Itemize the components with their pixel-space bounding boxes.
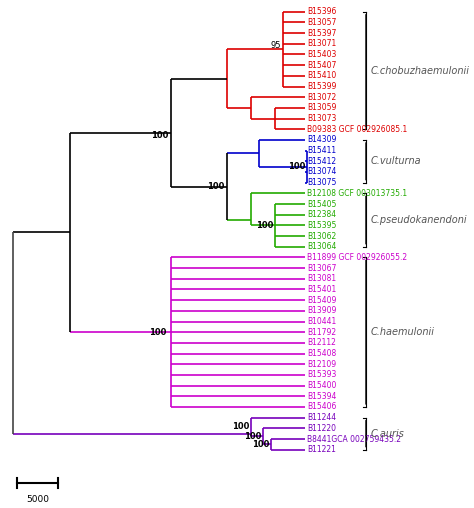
Text: B13057: B13057 — [307, 18, 337, 27]
Text: C.pseudokanendoni: C.pseudokanendoni — [371, 215, 467, 225]
Text: C.chobuzhaemulonii: C.chobuzhaemulonii — [371, 66, 470, 76]
Text: C.auris: C.auris — [371, 429, 404, 439]
Text: B09383 GCF 002926085.1: B09383 GCF 002926085.1 — [307, 125, 407, 134]
Text: B12112: B12112 — [307, 338, 336, 347]
Text: B11899 GCF 002926055.2: B11899 GCF 002926055.2 — [307, 253, 407, 262]
Text: C.vulturna: C.vulturna — [371, 156, 421, 166]
Text: B15406: B15406 — [307, 402, 337, 411]
Text: B15400: B15400 — [307, 381, 337, 390]
Text: B15397: B15397 — [307, 28, 337, 38]
Text: B12109: B12109 — [307, 360, 336, 369]
Text: B15393: B15393 — [307, 370, 337, 379]
Text: B13071: B13071 — [307, 39, 336, 48]
Text: B13072: B13072 — [307, 93, 336, 102]
Text: 100: 100 — [256, 221, 273, 230]
Text: B15408: B15408 — [307, 349, 336, 358]
Text: B10441: B10441 — [307, 317, 336, 326]
Text: B15411: B15411 — [307, 146, 336, 155]
Text: C.haemulonii: C.haemulonii — [371, 327, 435, 337]
Text: B13073: B13073 — [307, 114, 337, 123]
Text: B15396: B15396 — [307, 7, 337, 16]
Text: B13074: B13074 — [307, 168, 337, 176]
Text: B13909: B13909 — [307, 306, 337, 315]
Text: B11220: B11220 — [307, 424, 336, 433]
Text: B13075: B13075 — [307, 178, 337, 187]
Text: B13059: B13059 — [307, 104, 337, 112]
Text: B15407: B15407 — [307, 60, 337, 70]
Text: 100: 100 — [208, 182, 225, 191]
Text: B15399: B15399 — [307, 82, 337, 91]
Text: B15395: B15395 — [307, 221, 337, 230]
Text: B15409: B15409 — [307, 296, 337, 305]
Text: 95: 95 — [271, 42, 281, 50]
Text: B15412: B15412 — [307, 157, 336, 166]
Text: B15401: B15401 — [307, 285, 336, 294]
Text: 100: 100 — [232, 423, 249, 431]
Text: B13062: B13062 — [307, 232, 336, 241]
Text: B13064: B13064 — [307, 242, 337, 251]
Text: B15394: B15394 — [307, 392, 337, 401]
Text: 100: 100 — [244, 432, 261, 441]
Text: B14309: B14309 — [307, 136, 337, 144]
Text: B11221: B11221 — [307, 445, 336, 454]
Text: B11244: B11244 — [307, 413, 336, 422]
Text: B15403: B15403 — [307, 50, 337, 59]
Text: 5000: 5000 — [26, 495, 49, 504]
Text: B13081: B13081 — [307, 274, 336, 283]
Text: 100: 100 — [151, 131, 169, 140]
Text: 100: 100 — [252, 440, 269, 449]
Text: B12384: B12384 — [307, 210, 336, 219]
Text: B11792: B11792 — [307, 328, 336, 337]
Text: B8441GCA 002759435.2: B8441GCA 002759435.2 — [307, 434, 401, 443]
Text: B12108 GCF 003013735.1: B12108 GCF 003013735.1 — [307, 189, 407, 198]
Text: B15405: B15405 — [307, 200, 337, 208]
Text: 100: 100 — [149, 328, 166, 337]
Text: B13067: B13067 — [307, 264, 337, 273]
Text: 100: 100 — [288, 162, 305, 171]
Text: B15410: B15410 — [307, 71, 336, 80]
